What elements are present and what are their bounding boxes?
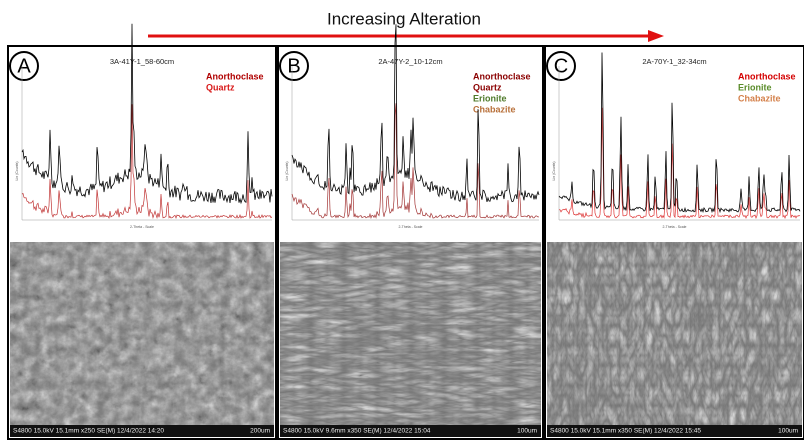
phase-legend: Erionite [738,82,772,92]
sem-scale: 100um [517,428,537,435]
phase-legend: Chabazite [473,104,516,114]
arrowhead [648,30,664,42]
y-axis-label: Lin (Counts) [552,161,556,180]
phase-trace [292,103,539,218]
phase-legend: Quartz [206,82,235,92]
panel: B 2A-47Y-2_10-12cm AnorthoclaseQuartzErion… [278,24,543,439]
panel-letter: C [554,55,568,77]
figure: Increasing Alteration A3A-41Y-1_58-60cmA… [0,0,804,440]
phase-legend: Anorthoclase [738,71,796,81]
panel-letter: A [17,55,31,77]
sem-image [10,242,274,437]
sem-scale: 100um [778,428,798,435]
x-axis-label: 2-Theta - Scale [130,225,154,229]
panel: C 2A-70Y-1_32-34cm AnorthoclaseErioniteCha… [545,46,804,439]
sem-info: S4800 15.0kV 15.1mm x350 SE(M) 12/4/2022… [550,428,701,435]
sem-info: S4800 15.0kV 9.6mm x350 SE(M) 12/4/2022 … [283,428,431,435]
y-axis-label: Lin (Counts) [15,161,19,180]
phase-legend: Quartz [473,82,502,92]
phase-legend: Anorthoclase [473,71,531,81]
sample-name: 2A-47Y-2_10-12cm [378,57,442,66]
sem-scale: 200um [250,428,270,435]
x-axis-label: 2-Theta - Scale [663,225,687,229]
phase-legend: Chabazite [738,93,781,103]
sem-info: S4800 15.0kV 15.1mm x250 SE(M) 12/4/2022… [13,428,164,435]
phase-legend: Erionite [473,93,507,103]
figure-title: Increasing Alteration [327,9,481,28]
xrd-trace [22,24,272,203]
phase-legend: Anorthoclase [206,71,264,81]
sample-name: 3A-41Y-1_58-60cm [110,57,174,66]
x-axis-label: 2-Theta - Scale [399,225,423,229]
y-axis-label: Lin (Counts) [285,161,289,180]
sem-image [280,242,541,437]
panel-letter: B [287,55,300,77]
sample-name: 2A-70Y-1_32-34cm [642,57,706,66]
sem-image [547,242,802,437]
